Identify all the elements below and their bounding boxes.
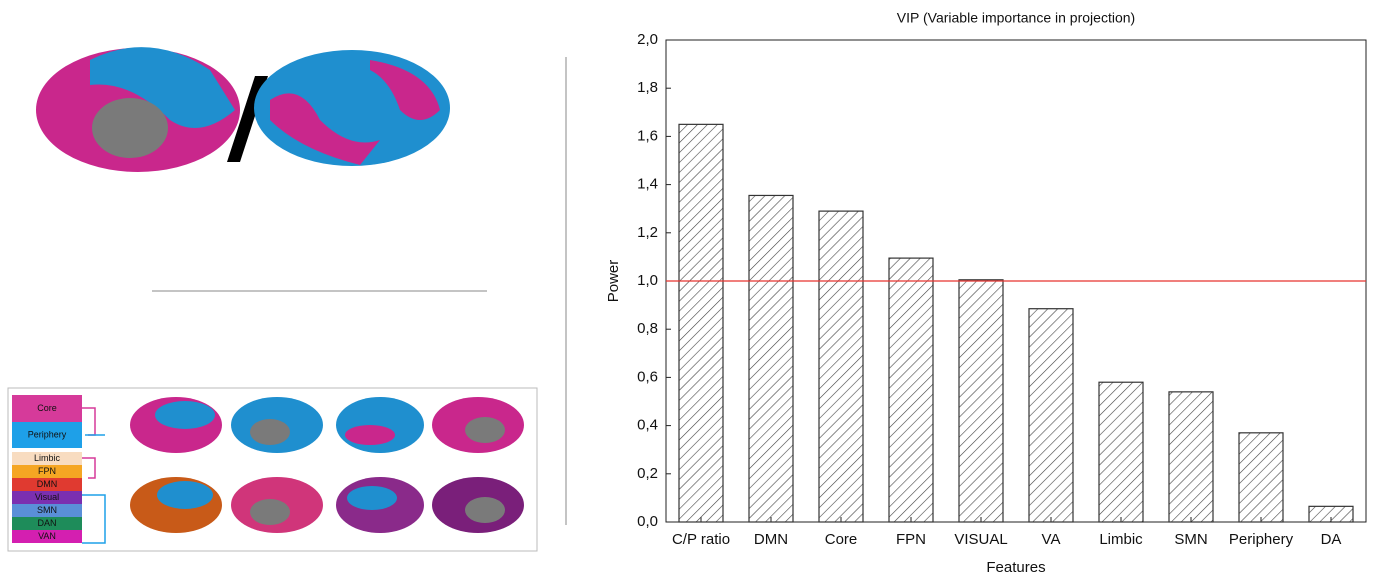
y-tick-label: 1,2 (637, 224, 658, 241)
y-tick-label: 0,2 (637, 465, 658, 482)
legend-label: Periphery (28, 429, 67, 439)
bar (1099, 382, 1143, 522)
y-tick-label: 2,0 (637, 31, 658, 48)
y-tick-label: 1,0 (637, 272, 658, 289)
x-tick-label: FPN (896, 531, 926, 548)
x-tick-label: SMN (1174, 531, 1207, 548)
bar (749, 195, 793, 522)
legend-label: DMN (37, 479, 58, 489)
x-tick-label: Periphery (1229, 531, 1294, 548)
legend-label: Core (37, 403, 57, 413)
legend-label: SMN (37, 505, 57, 515)
y-axis-label: Power (605, 260, 622, 303)
x-axis-label: Features (986, 559, 1045, 576)
bar (959, 280, 1003, 522)
bar (1239, 433, 1283, 522)
x-tick-label: VA (1042, 531, 1061, 548)
y-tick-label: 0,6 (637, 368, 658, 385)
bar (1309, 506, 1353, 522)
bar (679, 124, 723, 522)
chart-title: VIP (Variable importance in projection) (897, 10, 1135, 26)
x-tick-label: VISUAL (954, 531, 1007, 548)
y-tick-label: 0,8 (637, 320, 658, 337)
legend-label: VAN (38, 531, 56, 541)
figure: Core Periphery Limbic FPN DMN Visual SMN DAN VAN… (0, 0, 1375, 577)
x-tick-label: DMN (754, 531, 788, 548)
y-tick-label: 0,0 (637, 513, 658, 530)
x-tick-label: C/P ratio (672, 531, 730, 548)
bar (1169, 392, 1213, 522)
legend-label: FPN (38, 466, 56, 476)
bar (819, 211, 863, 522)
legend-label: Visual (35, 492, 59, 502)
legend-label: Limbic (34, 453, 61, 463)
x-tick-label: Core (825, 531, 858, 548)
y-tick-label: 1,6 (637, 127, 658, 144)
bar (889, 258, 933, 522)
y-tick-label: 0,4 (637, 417, 658, 434)
brain-illustration (36, 47, 450, 172)
bar (1029, 309, 1073, 522)
y-tick-label: 1,4 (637, 176, 658, 193)
x-tick-label: DA (1321, 531, 1342, 548)
x-tick-label: Limbic (1099, 531, 1143, 548)
legend-label: DAN (37, 518, 56, 528)
y-tick-label: 1,8 (637, 79, 658, 96)
